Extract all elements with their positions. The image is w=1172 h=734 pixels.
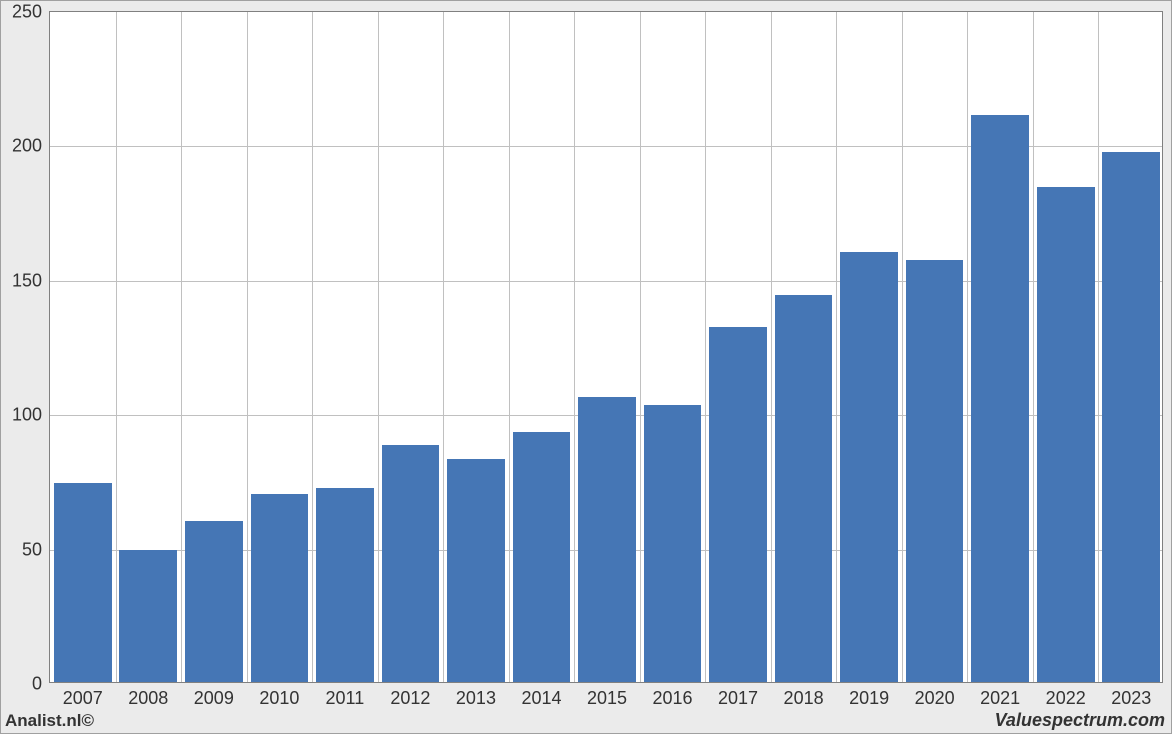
gridline-vertical (574, 12, 575, 682)
footer-left-credit: Analist.nl© (5, 711, 94, 731)
bar (119, 550, 177, 682)
bar (775, 295, 833, 682)
chart-plot-area: 0501001502002502007200820092010201120122… (49, 11, 1163, 683)
gridline-vertical (771, 12, 772, 682)
bar (447, 459, 505, 682)
bar (578, 397, 636, 682)
bar (382, 445, 440, 682)
bar (251, 494, 309, 682)
gridline-vertical (705, 12, 706, 682)
y-axis-tick-label: 0 (32, 674, 50, 695)
x-axis-tick-label: 2016 (652, 682, 692, 709)
x-axis-tick-label: 2013 (456, 682, 496, 709)
bar (906, 260, 964, 682)
x-axis-tick-label: 2008 (128, 682, 168, 709)
x-axis-tick-label: 2011 (326, 682, 365, 709)
x-axis-tick-label: 2009 (194, 682, 234, 709)
footer-right-credit: Valuespectrum.com (995, 710, 1165, 731)
bar (185, 521, 243, 682)
y-axis-tick-label: 50 (22, 539, 50, 560)
gridline-vertical (247, 12, 248, 682)
gridline-vertical (1033, 12, 1034, 682)
bar (709, 327, 767, 682)
bar (316, 488, 374, 682)
x-axis-tick-label: 2012 (390, 682, 430, 709)
bar (644, 405, 702, 682)
gridline-vertical (312, 12, 313, 682)
x-axis-tick-label: 2020 (915, 682, 955, 709)
x-axis-tick-label: 2010 (259, 682, 299, 709)
gridline-vertical (967, 12, 968, 682)
y-axis-tick-label: 200 (12, 136, 50, 157)
y-axis-tick-label: 100 (12, 405, 50, 426)
gridline-vertical (836, 12, 837, 682)
bar (1037, 187, 1095, 682)
bar (840, 252, 898, 682)
gridline-vertical (509, 12, 510, 682)
x-axis-tick-label: 2019 (849, 682, 889, 709)
y-axis-tick-label: 250 (12, 2, 50, 23)
x-axis-tick-label: 2018 (784, 682, 824, 709)
gridline-vertical (443, 12, 444, 682)
bar (54, 483, 112, 682)
bar (1102, 152, 1160, 682)
x-axis-tick-label: 2007 (63, 682, 103, 709)
gridline-vertical (640, 12, 641, 682)
gridline-vertical (116, 12, 117, 682)
gridline-vertical (378, 12, 379, 682)
x-axis-tick-label: 2023 (1111, 682, 1151, 709)
gridline-vertical (902, 12, 903, 682)
y-axis-tick-label: 150 (12, 270, 50, 291)
x-axis-tick-label: 2021 (980, 682, 1020, 709)
bar (513, 432, 571, 682)
bar (971, 115, 1029, 682)
x-axis-tick-label: 2022 (1046, 682, 1086, 709)
gridline-vertical (1098, 12, 1099, 682)
x-axis-tick-label: 2014 (521, 682, 561, 709)
gridline-vertical (181, 12, 182, 682)
x-axis-tick-label: 2017 (718, 682, 758, 709)
x-axis-tick-label: 2015 (587, 682, 627, 709)
